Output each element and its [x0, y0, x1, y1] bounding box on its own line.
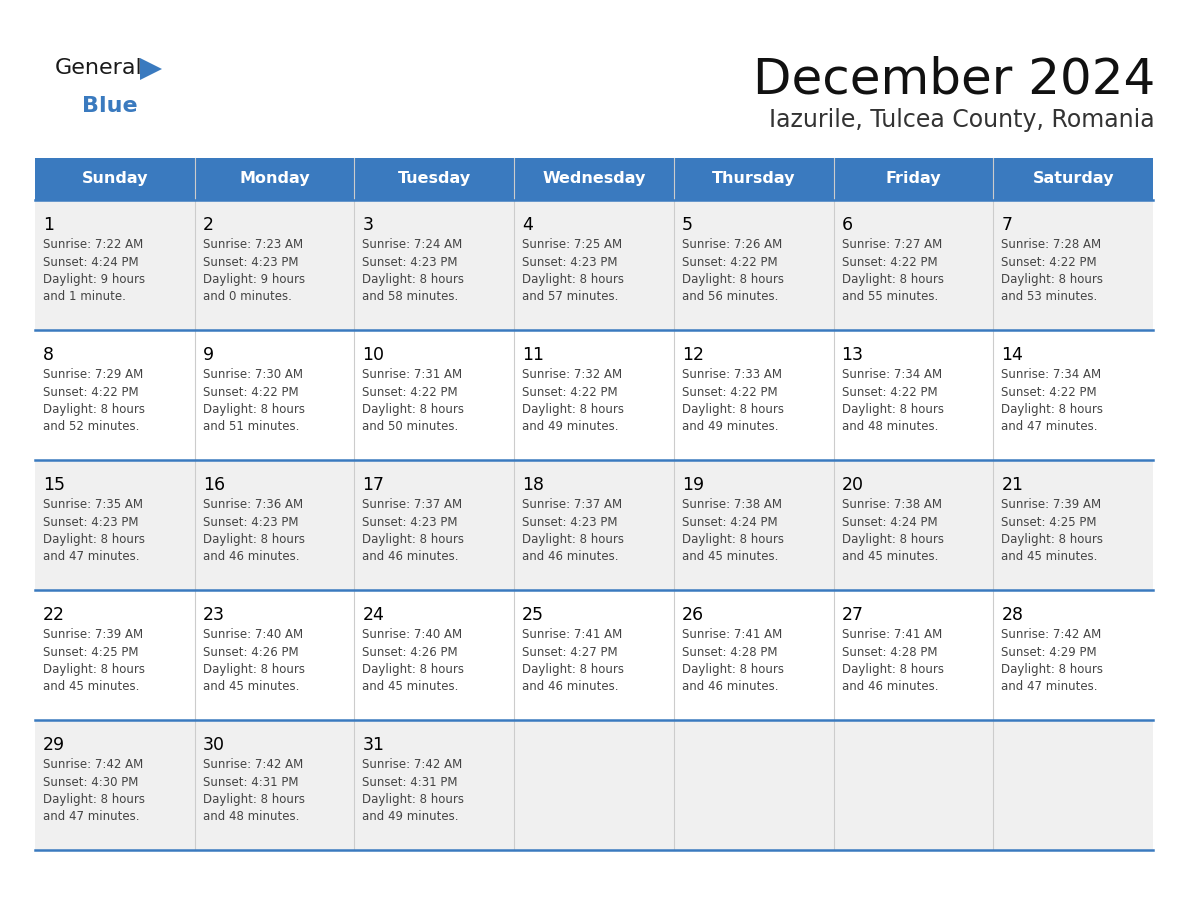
Text: Iazurile, Tulcea County, Romania: Iazurile, Tulcea County, Romania	[770, 108, 1155, 132]
Text: Sunrise: 7:32 AM
Sunset: 4:22 PM
Daylight: 8 hours
and 49 minutes.: Sunrise: 7:32 AM Sunset: 4:22 PM Dayligh…	[523, 368, 624, 433]
Text: Friday: Friday	[885, 172, 941, 186]
Text: Sunrise: 7:39 AM
Sunset: 4:25 PM
Daylight: 8 hours
and 45 minutes.: Sunrise: 7:39 AM Sunset: 4:25 PM Dayligh…	[1001, 498, 1104, 564]
Text: Sunrise: 7:36 AM
Sunset: 4:23 PM
Daylight: 8 hours
and 46 minutes.: Sunrise: 7:36 AM Sunset: 4:23 PM Dayligh…	[203, 498, 304, 564]
Text: Sunrise: 7:34 AM
Sunset: 4:22 PM
Daylight: 8 hours
and 47 minutes.: Sunrise: 7:34 AM Sunset: 4:22 PM Dayligh…	[1001, 368, 1104, 433]
Text: Sunrise: 7:37 AM
Sunset: 4:23 PM
Daylight: 8 hours
and 46 minutes.: Sunrise: 7:37 AM Sunset: 4:23 PM Dayligh…	[523, 498, 624, 564]
Text: Sunrise: 7:23 AM
Sunset: 4:23 PM
Daylight: 9 hours
and 0 minutes.: Sunrise: 7:23 AM Sunset: 4:23 PM Dayligh…	[203, 238, 305, 304]
Text: 30: 30	[203, 736, 225, 754]
Text: Sunrise: 7:42 AM
Sunset: 4:29 PM
Daylight: 8 hours
and 47 minutes.: Sunrise: 7:42 AM Sunset: 4:29 PM Dayligh…	[1001, 628, 1104, 693]
Text: 1: 1	[43, 216, 53, 234]
Text: Wednesday: Wednesday	[542, 172, 646, 186]
Text: 31: 31	[362, 736, 385, 754]
Text: 2: 2	[203, 216, 214, 234]
Text: 25: 25	[523, 606, 544, 624]
Text: Sunrise: 7:42 AM
Sunset: 4:31 PM
Daylight: 8 hours
and 48 minutes.: Sunrise: 7:42 AM Sunset: 4:31 PM Dayligh…	[203, 758, 304, 823]
Text: Sunrise: 7:30 AM
Sunset: 4:22 PM
Daylight: 8 hours
and 51 minutes.: Sunrise: 7:30 AM Sunset: 4:22 PM Dayligh…	[203, 368, 304, 433]
Text: Sunrise: 7:40 AM
Sunset: 4:26 PM
Daylight: 8 hours
and 45 minutes.: Sunrise: 7:40 AM Sunset: 4:26 PM Dayligh…	[362, 628, 465, 693]
Text: 19: 19	[682, 476, 704, 494]
Text: Sunrise: 7:26 AM
Sunset: 4:22 PM
Daylight: 8 hours
and 56 minutes.: Sunrise: 7:26 AM Sunset: 4:22 PM Dayligh…	[682, 238, 784, 304]
Text: Sunrise: 7:31 AM
Sunset: 4:22 PM
Daylight: 8 hours
and 50 minutes.: Sunrise: 7:31 AM Sunset: 4:22 PM Dayligh…	[362, 368, 465, 433]
Text: Sunrise: 7:40 AM
Sunset: 4:26 PM
Daylight: 8 hours
and 45 minutes.: Sunrise: 7:40 AM Sunset: 4:26 PM Dayligh…	[203, 628, 304, 693]
Text: Sunrise: 7:24 AM
Sunset: 4:23 PM
Daylight: 8 hours
and 58 minutes.: Sunrise: 7:24 AM Sunset: 4:23 PM Dayligh…	[362, 238, 465, 304]
Text: Sunrise: 7:41 AM
Sunset: 4:28 PM
Daylight: 8 hours
and 46 minutes.: Sunrise: 7:41 AM Sunset: 4:28 PM Dayligh…	[682, 628, 784, 693]
Text: General: General	[55, 58, 143, 78]
Text: December 2024: December 2024	[753, 55, 1155, 103]
Text: 26: 26	[682, 606, 704, 624]
Text: 20: 20	[841, 476, 864, 494]
Text: Sunrise: 7:37 AM
Sunset: 4:23 PM
Daylight: 8 hours
and 46 minutes.: Sunrise: 7:37 AM Sunset: 4:23 PM Dayligh…	[362, 498, 465, 564]
Text: Sunday: Sunday	[82, 172, 148, 186]
Text: 15: 15	[43, 476, 65, 494]
Text: 27: 27	[841, 606, 864, 624]
Bar	[34, 590, 1154, 720]
Text: 9: 9	[203, 346, 214, 364]
Bar	[34, 330, 1154, 460]
Text: Sunrise: 7:41 AM
Sunset: 4:27 PM
Daylight: 8 hours
and 46 minutes.: Sunrise: 7:41 AM Sunset: 4:27 PM Dayligh…	[523, 628, 624, 693]
Text: Sunrise: 7:38 AM
Sunset: 4:24 PM
Daylight: 8 hours
and 45 minutes.: Sunrise: 7:38 AM Sunset: 4:24 PM Dayligh…	[841, 498, 943, 564]
Text: 23: 23	[203, 606, 225, 624]
Text: 16: 16	[203, 476, 225, 494]
Text: Sunrise: 7:35 AM
Sunset: 4:23 PM
Daylight: 8 hours
and 47 minutes.: Sunrise: 7:35 AM Sunset: 4:23 PM Dayligh…	[43, 498, 145, 564]
Text: 29: 29	[43, 736, 65, 754]
Text: 17: 17	[362, 476, 385, 494]
Text: Sunrise: 7:38 AM
Sunset: 4:24 PM
Daylight: 8 hours
and 45 minutes.: Sunrise: 7:38 AM Sunset: 4:24 PM Dayligh…	[682, 498, 784, 564]
Text: Sunrise: 7:29 AM
Sunset: 4:22 PM
Daylight: 8 hours
and 52 minutes.: Sunrise: 7:29 AM Sunset: 4:22 PM Dayligh…	[43, 368, 145, 433]
Text: Sunrise: 7:28 AM
Sunset: 4:22 PM
Daylight: 8 hours
and 53 minutes.: Sunrise: 7:28 AM Sunset: 4:22 PM Dayligh…	[1001, 238, 1104, 304]
Text: Blue: Blue	[82, 96, 138, 116]
Text: 28: 28	[1001, 606, 1023, 624]
Text: Sunrise: 7:42 AM
Sunset: 4:31 PM
Daylight: 8 hours
and 49 minutes.: Sunrise: 7:42 AM Sunset: 4:31 PM Dayligh…	[362, 758, 465, 823]
Bar	[34, 158, 1154, 200]
Text: 3: 3	[362, 216, 373, 234]
Text: Sunrise: 7:27 AM
Sunset: 4:22 PM
Daylight: 8 hours
and 55 minutes.: Sunrise: 7:27 AM Sunset: 4:22 PM Dayligh…	[841, 238, 943, 304]
Text: 13: 13	[841, 346, 864, 364]
Text: Saturday: Saturday	[1032, 172, 1114, 186]
Text: Thursday: Thursday	[712, 172, 796, 186]
Text: 5: 5	[682, 216, 693, 234]
Text: 4: 4	[523, 216, 533, 234]
Text: Tuesday: Tuesday	[398, 172, 470, 186]
Text: 8: 8	[43, 346, 53, 364]
Bar	[34, 200, 1154, 330]
Text: 12: 12	[682, 346, 703, 364]
Text: 18: 18	[523, 476, 544, 494]
Text: Sunrise: 7:33 AM
Sunset: 4:22 PM
Daylight: 8 hours
and 49 minutes.: Sunrise: 7:33 AM Sunset: 4:22 PM Dayligh…	[682, 368, 784, 433]
Text: 24: 24	[362, 606, 384, 624]
Text: Sunrise: 7:42 AM
Sunset: 4:30 PM
Daylight: 8 hours
and 47 minutes.: Sunrise: 7:42 AM Sunset: 4:30 PM Dayligh…	[43, 758, 145, 823]
Bar	[34, 720, 1154, 850]
Text: 14: 14	[1001, 346, 1023, 364]
Text: Sunrise: 7:39 AM
Sunset: 4:25 PM
Daylight: 8 hours
and 45 minutes.: Sunrise: 7:39 AM Sunset: 4:25 PM Dayligh…	[43, 628, 145, 693]
Text: Sunrise: 7:34 AM
Sunset: 4:22 PM
Daylight: 8 hours
and 48 minutes.: Sunrise: 7:34 AM Sunset: 4:22 PM Dayligh…	[841, 368, 943, 433]
Text: 6: 6	[841, 216, 853, 234]
Text: 22: 22	[43, 606, 65, 624]
Text: Monday: Monday	[239, 172, 310, 186]
Text: 21: 21	[1001, 476, 1023, 494]
Text: Sunrise: 7:41 AM
Sunset: 4:28 PM
Daylight: 8 hours
and 46 minutes.: Sunrise: 7:41 AM Sunset: 4:28 PM Dayligh…	[841, 628, 943, 693]
Text: Sunrise: 7:25 AM
Sunset: 4:23 PM
Daylight: 8 hours
and 57 minutes.: Sunrise: 7:25 AM Sunset: 4:23 PM Dayligh…	[523, 238, 624, 304]
Polygon shape	[140, 58, 162, 80]
Text: 7: 7	[1001, 216, 1012, 234]
Text: 11: 11	[523, 346, 544, 364]
Text: Sunrise: 7:22 AM
Sunset: 4:24 PM
Daylight: 9 hours
and 1 minute.: Sunrise: 7:22 AM Sunset: 4:24 PM Dayligh…	[43, 238, 145, 304]
Text: 10: 10	[362, 346, 385, 364]
Bar	[34, 460, 1154, 590]
